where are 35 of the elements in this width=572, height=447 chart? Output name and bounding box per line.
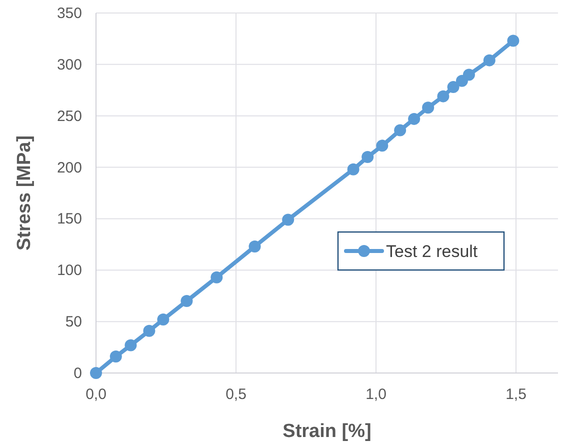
point <box>394 124 406 136</box>
point <box>362 151 374 163</box>
x-tick-label: 1,5 <box>506 386 526 403</box>
point <box>110 350 122 363</box>
y-tick-label: 350 <box>56 5 82 22</box>
point <box>124 339 137 352</box>
point <box>347 163 360 176</box>
y-tick-label: 150 <box>56 210 82 228</box>
point <box>447 81 460 94</box>
legend-label: Test 2 result <box>386 242 478 261</box>
y-tick-label: 200 <box>56 159 82 176</box>
point <box>408 112 420 125</box>
x-tick-label: 1,0 <box>366 386 386 403</box>
x-tick-label: 0,5 <box>226 386 246 403</box>
point <box>437 90 450 102</box>
x-tick-label: 0,0 <box>86 386 106 403</box>
point <box>180 295 193 307</box>
y-tick-label: 300 <box>56 56 82 74</box>
point <box>157 314 170 326</box>
point <box>90 367 102 379</box>
point <box>248 240 261 252</box>
point <box>462 68 475 81</box>
point <box>282 214 294 226</box>
point <box>376 140 388 152</box>
point <box>210 271 223 284</box>
point <box>483 54 496 66</box>
point <box>507 34 520 47</box>
y-tick-label: 0 <box>74 365 82 382</box>
y-axis-title: Stress [MPa] <box>14 135 35 251</box>
point <box>143 324 156 337</box>
y-tick-label: 250 <box>56 108 82 125</box>
x-axis-title: Strain [%] <box>282 421 372 442</box>
y-tick-label: 100 <box>56 262 82 280</box>
point <box>422 102 434 114</box>
y-tick-label: 50 <box>65 314 82 331</box>
